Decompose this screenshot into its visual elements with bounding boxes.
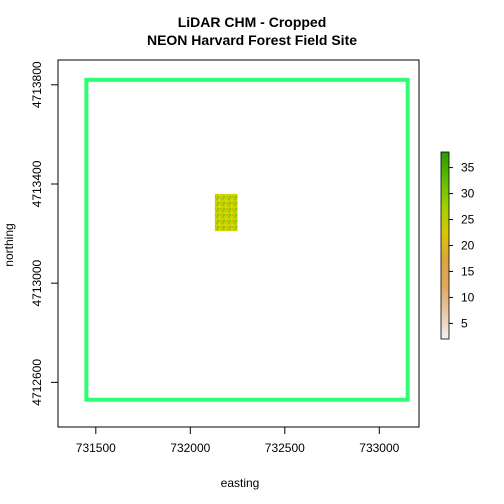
legend-tick-label: 30	[461, 187, 475, 201]
x-tick-label: 732500	[265, 441, 305, 455]
y-tick-label: 4713000	[30, 259, 44, 306]
legend-tick-label: 10	[461, 290, 475, 304]
plot-frame	[57, 59, 420, 428]
y-axis-label: northing	[2, 223, 16, 266]
legend-tick-label: 15	[461, 264, 475, 278]
legend-tick-label: 35	[461, 161, 475, 175]
y-tick-label: 4713800	[30, 61, 44, 108]
legend-tick-label: 25	[461, 213, 475, 227]
x-tick-label: 732000	[170, 441, 210, 455]
chart-title: LiDAR CHM - Cropped	[178, 14, 327, 30]
x-tick-label: 731500	[76, 441, 116, 455]
legend-color-bar	[440, 151, 450, 340]
x-axis-label: easting	[221, 476, 260, 490]
y-axis: 4712600 4713000 4713400 4713800	[30, 61, 59, 406]
y-tick-label: 4713400	[30, 160, 44, 207]
x-tick-label: 733000	[359, 441, 399, 455]
crop-extent-outline	[84, 77, 410, 402]
x-axis: 731500 732000 732500 733000	[76, 426, 400, 455]
color-legend: 5 10 15 20 25 30 35	[440, 151, 475, 340]
y-tick-label: 4712600	[30, 359, 44, 406]
legend-tick-label: 5	[461, 316, 468, 330]
chart-subtitle: NEON Harvard Forest Field Site	[147, 32, 357, 48]
chm-raster	[214, 193, 238, 232]
legend-tick-label: 20	[461, 239, 475, 253]
